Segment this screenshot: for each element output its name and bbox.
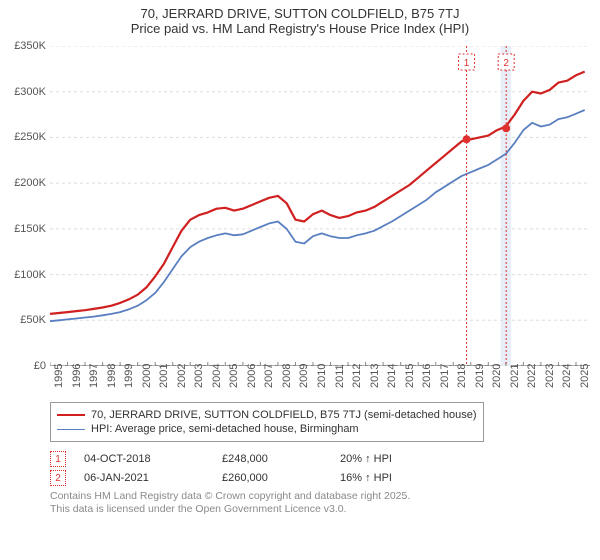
legend-row-property: 70, JERRARD DRIVE, SUTTON COLDFIELD, B75…: [57, 409, 477, 421]
legend-label-hpi: HPI: Average price, semi-detached house,…: [91, 423, 359, 435]
svg-text:2: 2: [503, 58, 509, 69]
y-tick-label: £150K: [0, 223, 46, 235]
y-tick-label: £200K: [0, 177, 46, 189]
licence-line2: This data is licensed under the Open Gov…: [50, 503, 347, 515]
licence-line1: Contains HM Land Registry data © Crown c…: [50, 490, 410, 502]
chart-svg: 12: [50, 46, 590, 366]
svg-text:1: 1: [464, 58, 470, 69]
chart-title-block: 70, JERRARD DRIVE, SUTTON COLDFIELD, B75…: [0, 0, 600, 36]
transaction-date-1: 04-OCT-2018: [84, 453, 204, 465]
legend: 70, JERRARD DRIVE, SUTTON COLDFIELD, B75…: [50, 402, 484, 442]
transaction-price-1: £248,000: [222, 453, 322, 465]
chart-title-sub: Price paid vs. HM Land Registry's House …: [0, 21, 600, 36]
y-tick-label: £100K: [0, 269, 46, 281]
transaction-price-2: £260,000: [222, 472, 322, 484]
y-tick-label: £50K: [0, 314, 46, 326]
chart-area: £0£50K£100K£150K£200K£250K£300K£350K 12 …: [0, 36, 600, 396]
legend-swatch-hpi: [57, 429, 85, 430]
transaction-date-2: 06-JAN-2021: [84, 472, 204, 484]
licence-text: Contains HM Land Registry data © Crown c…: [50, 490, 600, 516]
chart-title-main: 70, JERRARD DRIVE, SUTTON COLDFIELD, B75…: [0, 6, 600, 21]
y-tick-label: £350K: [0, 40, 46, 52]
marker-box-2: 2: [50, 470, 66, 486]
y-tick-label: £250K: [0, 131, 46, 143]
marker-box-1: 1: [50, 451, 66, 467]
legend-label-property: 70, JERRARD DRIVE, SUTTON COLDFIELD, B75…: [91, 409, 477, 421]
y-tick-label: £0: [0, 360, 46, 372]
x-tick-label: 2025: [579, 364, 600, 388]
legend-swatch-property: [57, 414, 85, 416]
transaction-pct-1: 20% ↑ HPI: [340, 453, 440, 465]
legend-row-hpi: HPI: Average price, semi-detached house,…: [57, 423, 477, 435]
plot-region: 12: [50, 46, 590, 366]
y-tick-label: £300K: [0, 86, 46, 98]
transaction-pct-2: 16% ↑ HPI: [340, 472, 440, 484]
transactions-block: 1 04-OCT-2018 £248,000 20% ↑ HPI 2 06-JA…: [50, 451, 600, 516]
transaction-row-2: 2 06-JAN-2021 £260,000 16% ↑ HPI: [50, 470, 600, 486]
transaction-row-1: 1 04-OCT-2018 £248,000 20% ↑ HPI: [50, 451, 600, 467]
